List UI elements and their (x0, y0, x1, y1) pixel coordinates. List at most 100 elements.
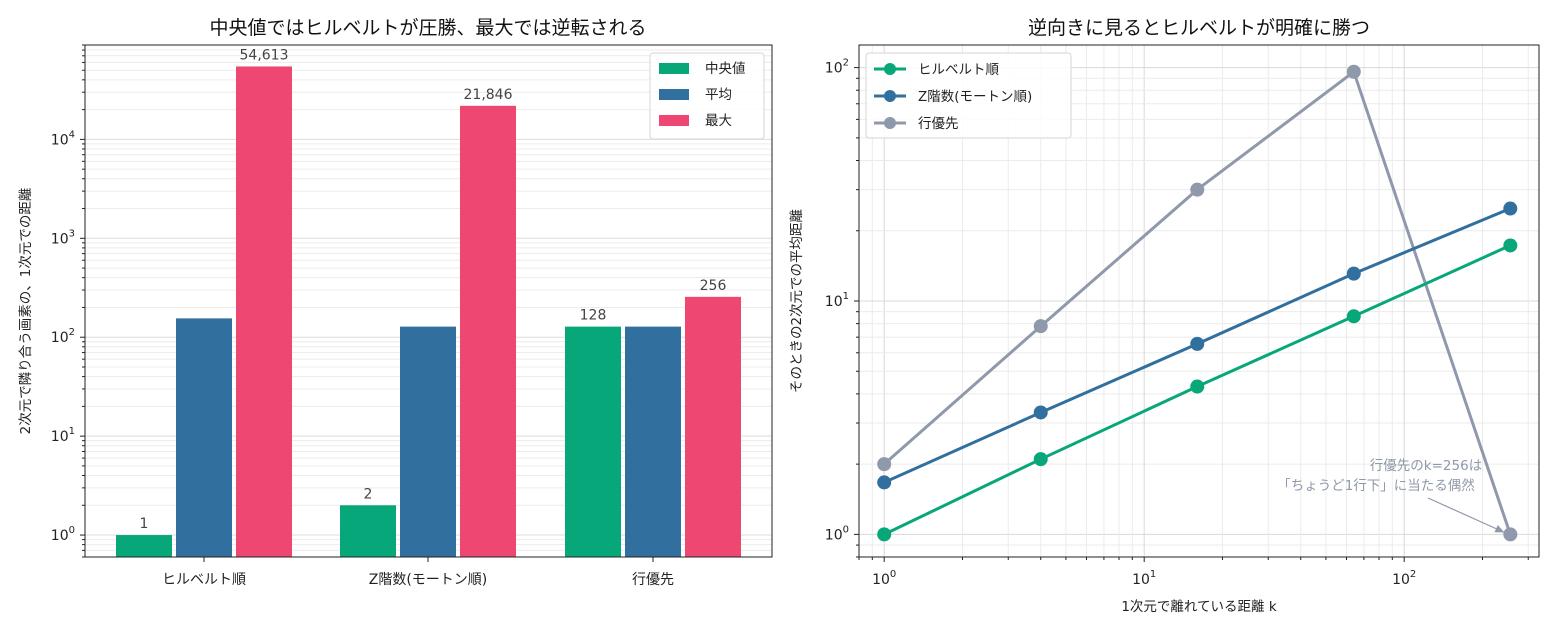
line-y-tick-label-base: 10 (825, 527, 843, 543)
bar-y-tick-label-base: 10 (51, 429, 69, 445)
bar-y-tick-label-base: 10 (51, 132, 69, 148)
series-point (1033, 405, 1048, 420)
legend-swatch-mean (659, 89, 689, 100)
series-point (1033, 319, 1048, 334)
line-y-tick-label-exponent: 1 (843, 291, 849, 302)
bar-chart-title: 中央値ではヒルベルトが圧勝、最大では逆転される (209, 17, 646, 39)
bar-data-label: 54,613 (240, 47, 289, 63)
line-chart-panel: 逆向きに見るとヒルベルトが明確に勝つ 1次元で離れている距離 k そのときの2次… (789, 17, 1540, 615)
series-point (1346, 266, 1361, 281)
legend-marker-morton (884, 90, 896, 102)
line-x-tick-label-exponent: 2 (1410, 569, 1416, 580)
legend-label-max: 最大 (705, 113, 732, 129)
bar-chart-bars (116, 66, 741, 558)
line-chart-frame (858, 44, 1540, 558)
series-point (1346, 309, 1361, 324)
series-point (1033, 452, 1048, 467)
line-chart-title: 逆向きに見るとヒルベルトが明確に勝つ (1028, 17, 1370, 39)
bar-data-label: 1 (140, 516, 149, 532)
bar-y-tick-label-base: 10 (51, 231, 69, 247)
bar (176, 318, 232, 557)
legend-label-mean: 平均 (705, 87, 732, 103)
bar-chart-panel: 中央値ではヒルベルトが圧勝、最大では逆転される 2次元で隣り合う画素の、1次元で… (18, 17, 773, 588)
bar-data-label: 2 (364, 486, 373, 502)
annotation-arrow-head (1494, 525, 1505, 533)
bar-chart-legend: 中央値 平均 最大 (649, 52, 765, 140)
bar-y-tick-label-exponent: 0 (69, 525, 75, 536)
bar-y-tick-label-exponent: 2 (69, 327, 75, 338)
series-point (877, 457, 892, 472)
annotation-line-1: 行優先のk=256は (1370, 458, 1482, 474)
bar-y-tick-label: 100 (51, 525, 75, 544)
bar-y-tick-label: 104 (51, 129, 75, 148)
legend-label-morton: Z階数(モートン順) (918, 89, 1032, 105)
line-x-tick-label: 101 (1132, 569, 1156, 588)
bar-data-label: 256 (700, 278, 727, 294)
bar-x-tick-label: Z階数(モートン順) (369, 572, 488, 588)
line-y-tick-label-exponent: 2 (843, 58, 849, 69)
line-x-tick-label-base: 10 (1392, 572, 1410, 588)
bar-y-tick-label: 102 (51, 327, 75, 346)
bar (625, 326, 681, 557)
series-point (1190, 182, 1205, 197)
legend-label-median: 中央値 (705, 61, 746, 77)
line-x-tick-label: 100 (872, 569, 896, 588)
bar-y-tick-label: 101 (51, 426, 75, 445)
bar-y-tick-label-base: 10 (51, 330, 69, 346)
line-legend-box (865, 52, 1072, 139)
bar (565, 326, 621, 557)
line-chart-legend: ヒルベルト順 Z階数(モートン順) 行優先 (865, 52, 1072, 139)
bar-chart-y-axis-label: 2次元で隣り合う画素の、1次元での距離 (18, 188, 34, 435)
bar (460, 105, 516, 558)
bar (236, 66, 292, 558)
line-y-tick-label: 101 (825, 291, 849, 310)
series-point (877, 527, 892, 542)
line-chart-y-axis-label: そのときの2次元での平均距離 (789, 209, 805, 393)
series-point (1190, 336, 1205, 351)
legend-marker-hilbert (884, 63, 896, 75)
legend-label-hilbert: ヒルベルト順 (918, 62, 999, 78)
line-chart-x-ticks: 100 101 102 (858, 557, 1529, 588)
bar-y-tick-label-base: 10 (51, 528, 69, 544)
series-point (1346, 64, 1361, 79)
line-chart-annotation: 行優先のk=256は 「ちょうど1行下」に当たる偶然 (1277, 458, 1505, 533)
bar-y-tick-label-exponent: 1 (69, 426, 75, 437)
bar-data-label: 21,846 (464, 87, 513, 103)
annotation-arrow-line (1427, 497, 1505, 533)
bar-chart-frame (84, 44, 773, 558)
annotation-line-2: 「ちょうど1行下」に当たる偶然 (1277, 477, 1475, 494)
line-y-tick-label: 102 (825, 58, 849, 77)
line-chart-series (877, 64, 1518, 542)
line-x-tick-label-base: 10 (872, 572, 890, 588)
series-point (877, 475, 892, 490)
bar-x-tick-label: ヒルベルト順 (162, 572, 246, 588)
line-y-tick-label: 100 (825, 524, 849, 543)
series-point (1190, 379, 1205, 394)
line-y-tick-label-base: 10 (825, 294, 843, 310)
bar-y-tick-label: 103 (51, 228, 75, 247)
bar (400, 326, 456, 557)
line-x-tick-label: 102 (1392, 569, 1416, 588)
series-point (1503, 238, 1518, 253)
bar-y-tick-label-exponent: 3 (69, 228, 75, 239)
bar-chart-x-ticks: ヒルベルト順 Z階数(モートン順) 行優先 (162, 557, 674, 588)
series-point (1503, 201, 1518, 216)
line-y-tick-label-base: 10 (825, 61, 843, 77)
legend-label-rowmajor: 行優先 (918, 116, 959, 132)
bar (116, 535, 172, 557)
line-y-tick-label-exponent: 0 (843, 524, 849, 535)
legend-swatch-median (659, 63, 689, 74)
bar (340, 505, 396, 557)
legend-marker-rowmajor (884, 117, 896, 129)
legend-swatch-max (659, 115, 689, 126)
bar-data-label: 128 (580, 308, 607, 324)
line-chart-x-axis-label: 1次元で離れている距離 k (1121, 599, 1276, 615)
bar-x-tick-label: 行優先 (632, 572, 674, 588)
line-chart-gridlines (858, 45, 1539, 558)
bar (685, 296, 741, 557)
line-x-tick-label-exponent: 0 (890, 569, 896, 580)
line-x-tick-label-exponent: 1 (1150, 569, 1156, 580)
